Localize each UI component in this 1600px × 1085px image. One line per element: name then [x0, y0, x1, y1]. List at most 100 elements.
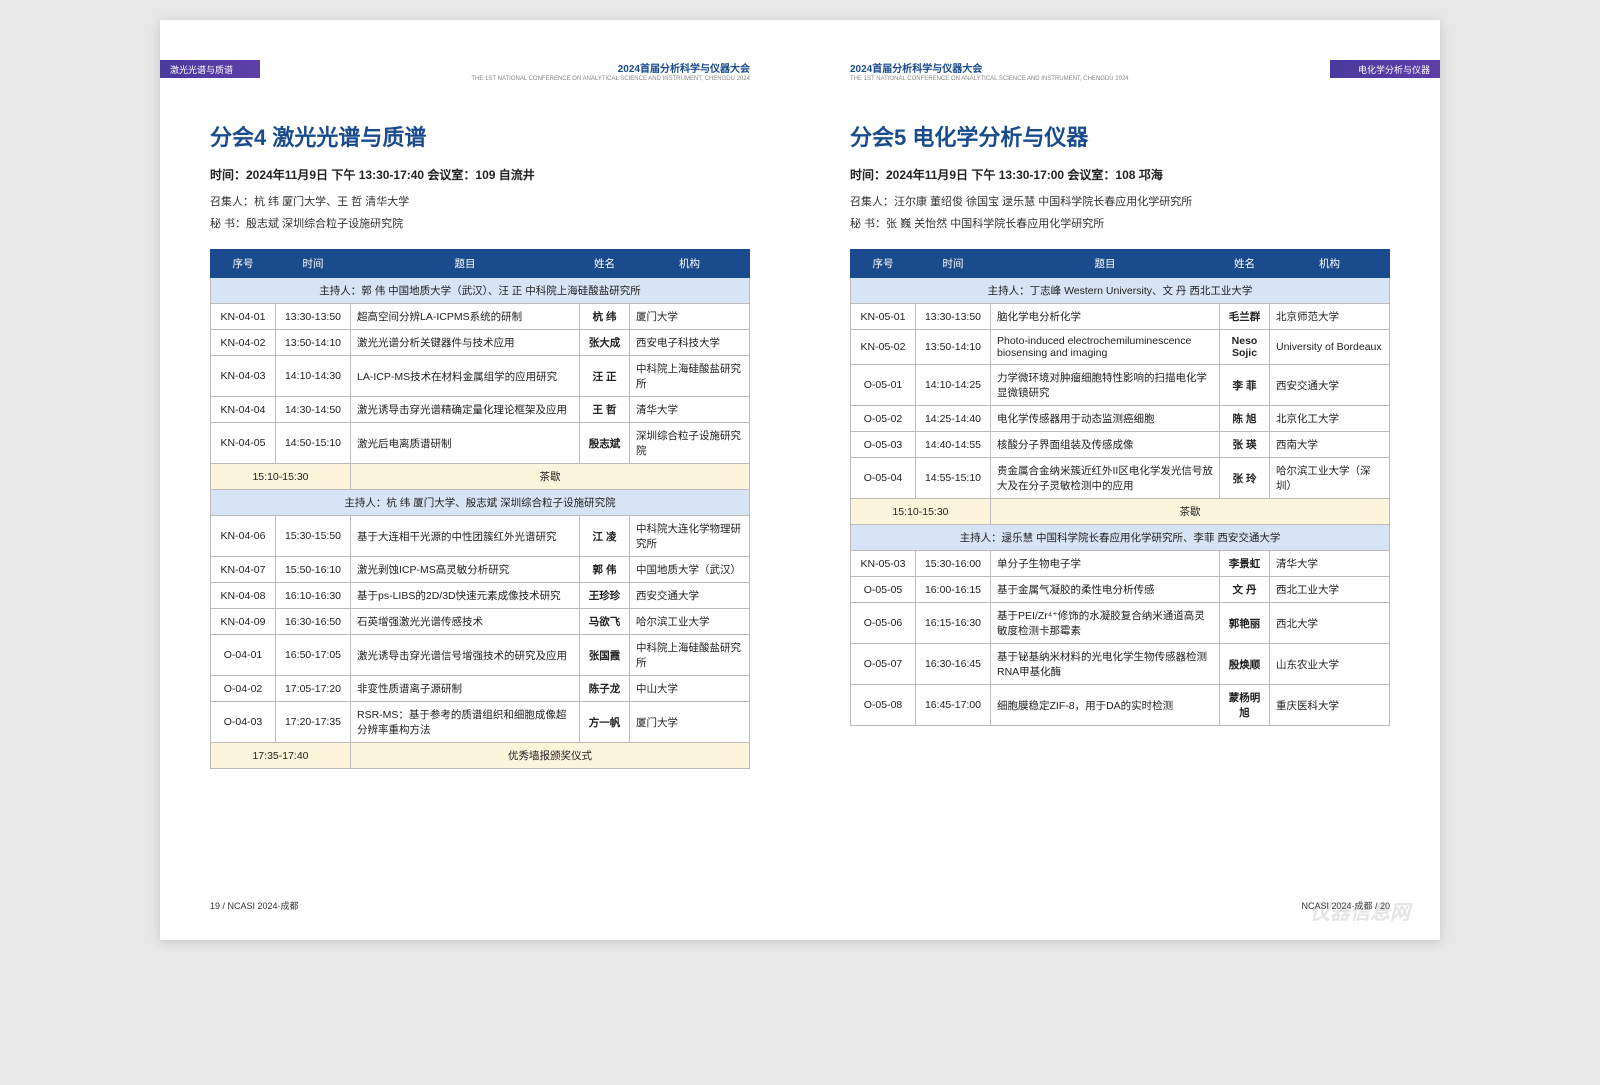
- col-org: 机构: [1270, 250, 1390, 278]
- footer-left: 19 / NCASI 2024·成都: [210, 899, 299, 912]
- host-row: 主持人：丁志峰 Western University、文 丹 西北工业大学: [851, 278, 1390, 304]
- cell-name: 郭艳丽: [1220, 603, 1270, 644]
- cell-name: 李景虹: [1220, 551, 1270, 577]
- cell-org: 中山大学: [630, 676, 750, 702]
- cell-id: KN-04-02: [211, 330, 276, 356]
- cell-id: KN-04-08: [211, 583, 276, 609]
- cell-id: O-04-01: [211, 635, 276, 676]
- cell-org: 哈尔滨工业大学（深圳）: [1270, 458, 1390, 499]
- conference-subtitle: THE 1ST NATIONAL CONFERENCE ON ANALYTICA…: [471, 76, 750, 82]
- cell-name: 方一帆: [580, 702, 630, 743]
- cell-name: 王 哲: [580, 397, 630, 423]
- cell-title: 石英增强激光光谱传感技术: [351, 609, 580, 635]
- cell-org: 西北工业大学: [1270, 577, 1390, 603]
- host-row: 主持人：郭 伟 中国地质大学（武汉）、汪 正 中科院上海硅酸盐研究所: [211, 278, 750, 304]
- cell-name: 马欲飞: [580, 609, 630, 635]
- host-row: 主持人：杭 纬 厦门大学、殷志斌 深圳综合粒子设施研究院: [211, 490, 750, 516]
- cell-id: O-05-01: [851, 365, 916, 406]
- cell-time: 13:50-14:10: [276, 330, 351, 356]
- cell-org: 哈尔滨工业大学: [630, 609, 750, 635]
- session5-info: 时间：2024年11月9日 下午 13:30-17:00 会议室：108 邛海: [850, 166, 1390, 183]
- cell-title: 基于PEI/Zr⁴⁺修饰的水凝胶复合纳米通道高灵敏度检测卡那霉素: [991, 603, 1220, 644]
- table-row: O-04-01 16:50-17:05 激光诱导击穿光谱信号增强技术的研究及应用…: [211, 635, 750, 676]
- cell-title: 基于大连相干光源的中性团簇红外光谱研究: [351, 516, 580, 557]
- break-time: 15:10-15:30: [851, 499, 991, 525]
- cell-org: 厦门大学: [630, 702, 750, 743]
- cell-name: 毛兰群: [1220, 304, 1270, 330]
- cell-org: 厦门大学: [630, 304, 750, 330]
- cell-name: 文 丹: [1220, 577, 1270, 603]
- conference-header-left: 2024首届分析科学与仪器大会 THE 1ST NATIONAL CONFERE…: [471, 60, 750, 82]
- table-row: KN-04-01 13:30-13:50 超高空间分辨LA-ICPMS系统的研制…: [211, 304, 750, 330]
- cell-id: KN-04-06: [211, 516, 276, 557]
- cell-time: 13:50-14:10: [916, 330, 991, 365]
- cell-org: 深圳综合粒子设施研究院: [630, 423, 750, 464]
- cell-title: 非变性质谱离子源研制: [351, 676, 580, 702]
- col-id: 序号: [211, 250, 276, 278]
- cell-title: 激光剥蚀ICP-MS高灵敏分析研究: [351, 557, 580, 583]
- table-row: O-05-08 16:45-17:00 细胞膜稳定ZIF-8，用于DA的实时检测…: [851, 685, 1390, 726]
- cell-name: 殷志斌: [580, 423, 630, 464]
- cell-org: University of Bordeaux: [1270, 330, 1390, 365]
- cell-time: 17:20-17:35: [276, 702, 351, 743]
- cell-time: 14:10-14:25: [916, 365, 991, 406]
- break-time: 15:10-15:30: [211, 464, 351, 490]
- cell-id: KN-04-05: [211, 423, 276, 464]
- footer-right: NCASI 2024·成都 / 20: [1301, 899, 1390, 912]
- col-time: 时间: [916, 250, 991, 278]
- col-name: 姓名: [1220, 250, 1270, 278]
- cell-title: Photo-induced electrochemiluminescence b…: [991, 330, 1220, 365]
- cell-title: LA-ICP-MS技术在材料金属组学的应用研究: [351, 356, 580, 397]
- cell-time: 14:55-15:10: [916, 458, 991, 499]
- table-row: O-05-01 14:10-14:25 力学微环境对肿瘤细胞特性影响的扫描电化学…: [851, 365, 1390, 406]
- cell-id: O-05-02: [851, 406, 916, 432]
- cell-time: 15:50-16:10: [276, 557, 351, 583]
- cell-title: 贵金属合金纳米簇近红外II区电化学发光信号放大及在分子灵敏检测中的应用: [991, 458, 1220, 499]
- cell-name: 江 凌: [580, 516, 630, 557]
- table-body-5: 主持人：丁志峰 Western University、文 丹 西北工业大学 KN…: [851, 278, 1390, 726]
- col-title: 题目: [991, 250, 1220, 278]
- host-cell: 主持人：郭 伟 中国地质大学（武汉）、汪 正 中科院上海硅酸盐研究所: [211, 278, 750, 304]
- cell-name: 蒙杨明旭: [1220, 685, 1270, 726]
- cell-id: KN-04-01: [211, 304, 276, 330]
- content-right: 分会5 电化学分析与仪器 时间：2024年11月9日 下午 13:30-17:0…: [850, 120, 1390, 726]
- host-row: 主持人：逯乐慧 中国科学院长春应用化学研究所、李菲 西安交通大学: [851, 525, 1390, 551]
- table-row: KN-05-03 15:30-16:00 单分子生物电子学 李景虹 清华大学: [851, 551, 1390, 577]
- document-spread: 激光光谱与质谱 2024首届分析科学与仪器大会 THE 1ST NATIONAL…: [160, 20, 1440, 940]
- table-row: KN-05-01 13:30-13:50 脑化学电分析化学 毛兰群 北京师范大学: [851, 304, 1390, 330]
- cell-org: 清华大学: [1270, 551, 1390, 577]
- cell-title: 激光光谱分析关键器件与技术应用: [351, 330, 580, 356]
- header-band-left: 激光光谱与质谱: [160, 60, 260, 78]
- cell-time: 14:10-14:30: [276, 356, 351, 397]
- break-time: 17:35-17:40: [211, 743, 351, 769]
- cell-title: 基于金属气凝胶的柔性电分析传感: [991, 577, 1220, 603]
- cell-name: 张 瑛: [1220, 432, 1270, 458]
- cell-time: 16:45-17:00: [916, 685, 991, 726]
- session4-conveners: 召集人：杭 纬 厦门大学、王 哲 清华大学: [210, 193, 750, 209]
- cell-id: KN-04-09: [211, 609, 276, 635]
- cell-org: 重庆医科大学: [1270, 685, 1390, 726]
- break-row: 15:10-15:30 茶歇: [851, 499, 1390, 525]
- session4-title: 分会4 激光光谱与质谱: [210, 120, 750, 152]
- cell-org: 北京化工大学: [1270, 406, 1390, 432]
- cell-name: 张 玲: [1220, 458, 1270, 499]
- cell-org: 山东农业大学: [1270, 644, 1390, 685]
- cell-time: 14:50-15:10: [276, 423, 351, 464]
- cell-name: 李 菲: [1220, 365, 1270, 406]
- cell-title: 基于ps-LIBS的2D/3D快速元素成像技术研究: [351, 583, 580, 609]
- content-left: 分会4 激光光谱与质谱 时间：2024年11月9日 下午 13:30-17:40…: [210, 120, 750, 769]
- table-row: O-05-05 16:00-16:15 基于金属气凝胶的柔性电分析传感 文 丹 …: [851, 577, 1390, 603]
- cell-org: 清华大学: [630, 397, 750, 423]
- table-row: KN-04-05 14:50-15:10 激光后电离质谱研制 殷志斌 深圳综合粒…: [211, 423, 750, 464]
- table-row: O-04-02 17:05-17:20 非变性质谱离子源研制 陈子龙 中山大学: [211, 676, 750, 702]
- cell-name: Neso Sojic: [1220, 330, 1270, 365]
- table-row: KN-04-06 15:30-15:50 基于大连相干光源的中性团簇红外光谱研究…: [211, 516, 750, 557]
- conference-title: 2024首届分析科学与仪器大会: [471, 60, 750, 75]
- header-band-right: 电化学分析与仪器: [1330, 60, 1440, 78]
- schedule-table-5: 序号 时间 题目 姓名 机构 主持人：丁志峰 Western Universit…: [850, 249, 1390, 726]
- table-row: KN-04-02 13:50-14:10 激光光谱分析关键器件与技术应用 张大成…: [211, 330, 750, 356]
- host-cell: 主持人：逯乐慧 中国科学院长春应用化学研究所、李菲 西安交通大学: [851, 525, 1390, 551]
- session5-title: 分会5 电化学分析与仪器: [850, 120, 1390, 152]
- cell-name: 郭 伟: [580, 557, 630, 583]
- cell-title: 激光诱导击穿光谱信号增强技术的研究及应用: [351, 635, 580, 676]
